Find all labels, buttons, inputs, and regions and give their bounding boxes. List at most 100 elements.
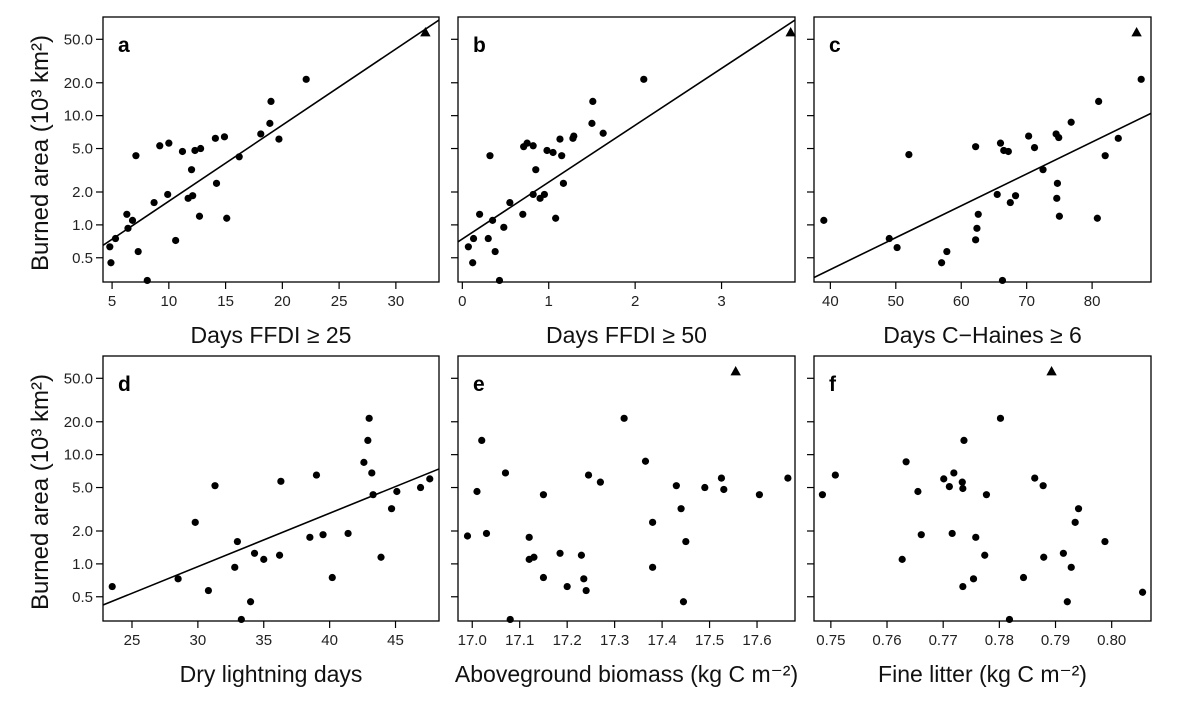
data-point	[491, 247, 499, 256]
x-tick-label: 70	[1018, 293, 1035, 310]
x-axis-label: Dry lightning days	[180, 661, 363, 687]
data-point	[476, 210, 484, 218]
x-tick-label: 17.5	[695, 632, 724, 649]
data-point	[416, 483, 425, 492]
data-point	[1093, 214, 1101, 222]
data-point	[469, 234, 478, 243]
data-point	[1011, 192, 1020, 200]
data-point	[672, 482, 680, 490]
x-tick-label: 5	[108, 293, 116, 310]
data-point	[495, 276, 504, 285]
y-tick-label: 20.0	[64, 414, 93, 431]
data-point	[1004, 147, 1012, 156]
regression-line	[814, 112, 1151, 279]
y-tick-label: 2.0	[72, 523, 93, 540]
panel-letter: c	[829, 34, 841, 57]
data-point	[1114, 134, 1122, 142]
data-point	[132, 152, 140, 160]
data-point	[328, 573, 336, 582]
data-point	[377, 553, 385, 561]
data-point	[996, 414, 1005, 422]
data-point	[486, 152, 494, 160]
x-tick-label: 30	[190, 632, 207, 649]
panel-b: b 0 1 2 3 Days FFDI ≥ 50	[451, 16, 796, 348]
x-tick-label: 25	[331, 293, 348, 310]
x-tick-label: 30	[388, 293, 405, 310]
data-point	[948, 529, 956, 538]
y-tick-label: 1.0	[72, 217, 93, 234]
data-point	[539, 573, 548, 582]
x-tick-label: 17.1	[505, 632, 534, 649]
data-point	[902, 458, 910, 466]
outlier-triangle	[1131, 27, 1142, 37]
data-point	[940, 475, 948, 483]
data-point	[233, 537, 241, 546]
y-tick-label: 1.0	[72, 556, 93, 573]
data-point	[1067, 563, 1075, 571]
data-point	[556, 549, 564, 557]
data-point	[677, 505, 685, 513]
data-point	[1095, 97, 1103, 106]
plot-frame	[102, 355, 440, 622]
data-point	[275, 551, 284, 559]
data-point	[178, 147, 187, 156]
data-point	[1019, 573, 1028, 582]
data-point	[143, 276, 151, 285]
data-point	[588, 119, 596, 127]
data-point	[187, 166, 196, 174]
data-point	[958, 478, 966, 486]
panel-e: e 17.0 17.1 17.2 17.3 17.4 17.5 17.6 Aboveground…	[451, 355, 798, 687]
plot-frame	[102, 16, 440, 283]
data-point	[552, 214, 560, 222]
data-point	[195, 212, 204, 220]
data-point	[197, 144, 205, 153]
x-tick-label: 17.2	[553, 632, 582, 649]
data-point	[488, 216, 497, 224]
data-point	[525, 533, 533, 541]
data-point	[223, 214, 231, 222]
data-point	[898, 555, 906, 563]
data-point	[982, 491, 991, 499]
data-point	[530, 553, 538, 561]
data-point	[319, 531, 327, 539]
data-point	[679, 598, 688, 606]
data-point	[312, 471, 321, 479]
data-point	[784, 474, 792, 482]
data-point	[124, 224, 132, 232]
data-point	[969, 575, 978, 583]
data-point	[1031, 474, 1039, 482]
data-point	[529, 142, 537, 150]
data-point	[1137, 75, 1145, 83]
data-point	[914, 487, 922, 496]
data-point	[1040, 553, 1048, 561]
data-point	[500, 223, 508, 231]
regression-line	[458, 19, 795, 243]
data-point	[584, 471, 593, 479]
panel-d: d 25 30 35 40 45 0.5 1.0 2.0 5.0 10.0 20.0 50.0 Dry l…	[64, 355, 440, 687]
data-point	[831, 471, 839, 479]
data-point	[189, 192, 197, 200]
data-point	[519, 210, 527, 218]
data-point	[917, 531, 925, 539]
data-point	[469, 259, 477, 267]
x-tick-label: 3	[717, 293, 725, 310]
data-point	[532, 166, 540, 174]
data-point	[1030, 143, 1039, 152]
data-point	[1059, 549, 1067, 557]
data-point	[998, 276, 1007, 285]
data-point	[1055, 212, 1063, 220]
x-axis-label: Days FFDI ≥ 50	[546, 322, 707, 348]
x-tick-label: 0.79	[1041, 632, 1070, 649]
data-point	[393, 487, 401, 496]
data-point	[1055, 133, 1063, 142]
y-tick-label: 0.5	[72, 589, 93, 606]
data-point	[267, 97, 275, 106]
data-point	[717, 474, 726, 482]
x-axis-label: Days C−Haines ≥ 6	[883, 322, 1082, 348]
data-point	[220, 133, 229, 141]
data-point	[250, 549, 259, 557]
data-point	[1053, 179, 1062, 187]
data-point	[1063, 598, 1071, 606]
data-point	[893, 243, 901, 252]
